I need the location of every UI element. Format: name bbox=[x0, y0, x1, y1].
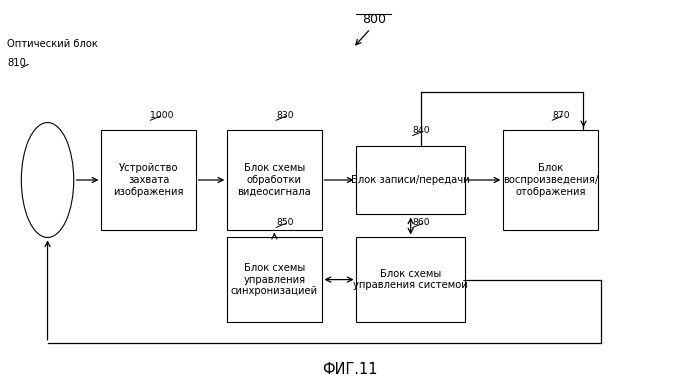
FancyBboxPatch shape bbox=[101, 130, 196, 230]
Ellipse shape bbox=[22, 123, 74, 237]
Text: 810: 810 bbox=[7, 58, 26, 68]
Text: 800: 800 bbox=[362, 13, 386, 26]
Text: 870: 870 bbox=[552, 111, 570, 120]
Text: Оптический блок: Оптический блок bbox=[7, 39, 98, 49]
Text: 1000: 1000 bbox=[150, 111, 174, 120]
Text: Устройство
захвата
изображения: Устройство захвата изображения bbox=[113, 164, 184, 196]
Text: Блок схемы
обработки
видеосигнала: Блок схемы обработки видеосигнала bbox=[238, 164, 311, 196]
Text: ФИГ.11: ФИГ.11 bbox=[322, 362, 377, 377]
Text: Блок
воспроизведения/
отображения: Блок воспроизведения/ отображения bbox=[503, 164, 598, 196]
Text: Блок записи/передачи: Блок записи/передачи bbox=[352, 175, 470, 185]
FancyBboxPatch shape bbox=[356, 146, 465, 214]
Text: 850: 850 bbox=[276, 218, 294, 227]
Text: Блок схемы
управления системой: Блок схемы управления системой bbox=[353, 269, 468, 290]
Text: Блок схемы
управления
синхронизацией: Блок схемы управления синхронизацией bbox=[231, 263, 318, 296]
FancyBboxPatch shape bbox=[503, 130, 598, 230]
FancyBboxPatch shape bbox=[356, 237, 465, 322]
Text: 830: 830 bbox=[276, 111, 294, 120]
Text: 840: 840 bbox=[413, 126, 431, 135]
Text: 860: 860 bbox=[413, 218, 431, 227]
FancyBboxPatch shape bbox=[227, 130, 322, 230]
FancyBboxPatch shape bbox=[227, 237, 322, 322]
